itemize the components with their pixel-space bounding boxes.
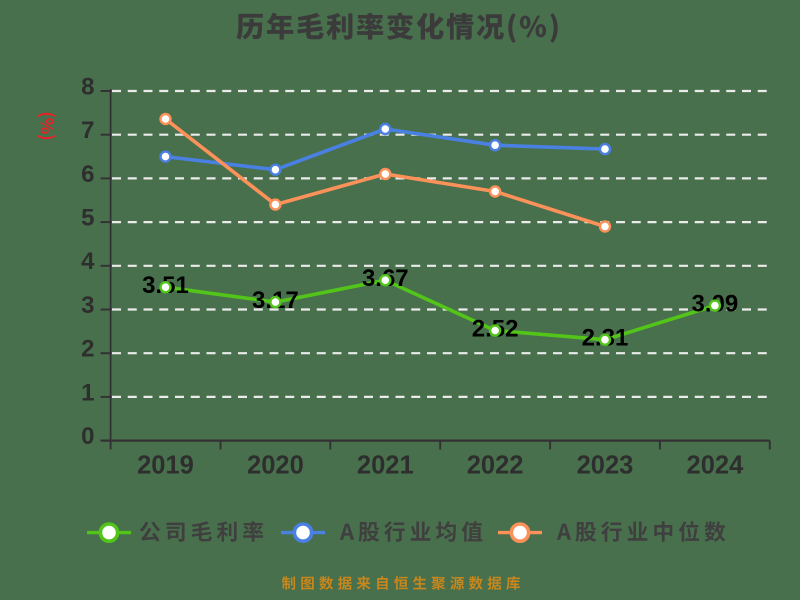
- svg-text:4: 4: [81, 248, 95, 275]
- svg-text:5: 5: [81, 205, 94, 232]
- svg-text:2: 2: [81, 336, 94, 363]
- svg-text:2022: 2022: [467, 451, 524, 479]
- svg-text:7: 7: [81, 117, 94, 144]
- svg-text:2021: 2021: [357, 451, 414, 479]
- svg-text:2023: 2023: [577, 451, 634, 479]
- svg-text:6: 6: [81, 161, 94, 188]
- svg-text:2020: 2020: [247, 451, 304, 479]
- svg-text:0: 0: [81, 423, 94, 450]
- svg-text:2024: 2024: [687, 451, 745, 479]
- svg-text:3: 3: [81, 292, 94, 319]
- svg-text:8: 8: [81, 73, 94, 100]
- svg-text:1: 1: [81, 379, 94, 406]
- svg-text:2019: 2019: [137, 451, 194, 479]
